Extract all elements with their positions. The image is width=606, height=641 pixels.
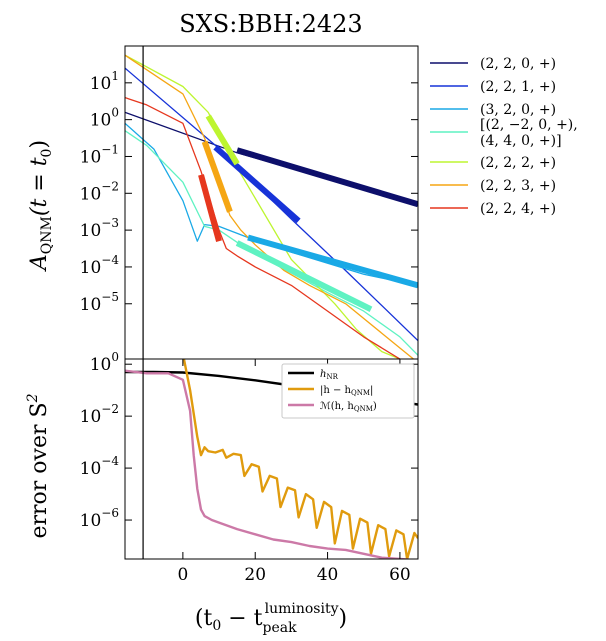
top-legend-label-6: (2, 2, 4, +) — [480, 201, 556, 217]
top-series-fit-0 — [236, 147, 418, 208]
bottom-series-line-1 — [182, 359, 418, 559]
top-legend-label-3-b: (4, 4, 0, +)] — [480, 133, 562, 149]
bottom-legend-label-0: hNR — [320, 369, 339, 381]
top-series-fit-1 — [213, 145, 301, 224]
top-series-fit-3 — [235, 240, 373, 312]
top-series-layer — [125, 54, 418, 359]
bottom-ytick-label-1: 10−2 — [80, 402, 119, 427]
top-series-fit-2 — [247, 234, 418, 289]
bottom-series-line-2 — [125, 369, 417, 559]
bottom-panel: 100 10−2 10−4 10−6 0 20 40 60 error over S2 (t… — [25, 350, 419, 636]
bottom-y-ticks: 100 10−2 10−4 10−6 — [80, 350, 418, 531]
top-series-line-4 — [125, 54, 401, 359]
xtick-label-0: 0 — [177, 565, 188, 585]
top-axes-frame — [124, 45, 419, 360]
top-legend-label-5: (2, 2, 3, +) — [480, 178, 556, 194]
top-series-fit-5 — [201, 140, 233, 213]
top-legend-label-1: (2, 2, 1, +) — [480, 79, 556, 95]
bottom-legend: hNR |h − hQNM| ℳ(h, hQNM) — [281, 363, 415, 419]
bottom-ytick-label-0: 100 — [90, 350, 119, 375]
bottom-legend-box — [281, 363, 415, 419]
bottom-ytick-label-3: 10−6 — [80, 506, 119, 531]
bottom-legend-label-2: ℳ(h, hQNM) — [320, 401, 377, 413]
top-legend-label-4: (2, 2, 2, +) — [480, 155, 556, 171]
bottom-ytick-label-2: 10−4 — [80, 454, 120, 479]
top-series-line-6 — [125, 96, 402, 359]
bottom-x-ticks: 0 20 40 60 — [177, 359, 411, 585]
top-legend-label-2: (3, 2, 0, +) — [480, 102, 556, 118]
top-ytick-label-0: 101 — [90, 69, 119, 94]
top-series-fit-6 — [198, 174, 222, 242]
top-legend-label-3-a: [(2, −2, 0, +), — [480, 117, 578, 133]
xtick-label-1: 20 — [244, 565, 266, 585]
top-panel: 101 100 10−1 10−2 10−3 10−4 10−5 AQNM(t = t0) — [27, 45, 419, 360]
top-ytick-label-1: 100 — [90, 106, 119, 131]
top-series-line-5 — [125, 54, 415, 359]
top-legend-label-0: (2, 2, 0, +) — [480, 56, 556, 72]
top-legend: (2, 2, 0, +) (2, 2, 1, +) (3, 2, 0, +)[(2,… — [430, 56, 578, 217]
chart-title: SXS:BBH:2423 — [179, 10, 362, 38]
top-ytick-label-5: 10−4 — [80, 253, 120, 278]
top-ytick-label-2: 10−1 — [80, 142, 119, 167]
bottom-legend-label-1: |h − hQNM| — [320, 385, 373, 397]
bottom-y-axis-label: error over S2 — [25, 393, 52, 538]
top-series-fit-4 — [205, 114, 240, 166]
top-ytick-label-3: 10−2 — [80, 179, 119, 204]
top-y-ticks: 101 100 10−1 10−2 10−3 10−4 10−5 — [80, 69, 418, 315]
x-axis-label: (t0 − tpeakluminosity) — [195, 601, 347, 636]
top-series-line-1 — [125, 67, 418, 342]
bottom-axes-frame — [124, 358, 419, 560]
top-ytick-label-6: 10−5 — [80, 290, 119, 315]
top-y-axis-label: AQNM(t = t0) — [27, 140, 55, 272]
xtick-label-2: 40 — [317, 565, 339, 585]
top-ytick-label-4: 10−3 — [80, 216, 119, 241]
xtick-label-3: 60 — [389, 565, 411, 585]
